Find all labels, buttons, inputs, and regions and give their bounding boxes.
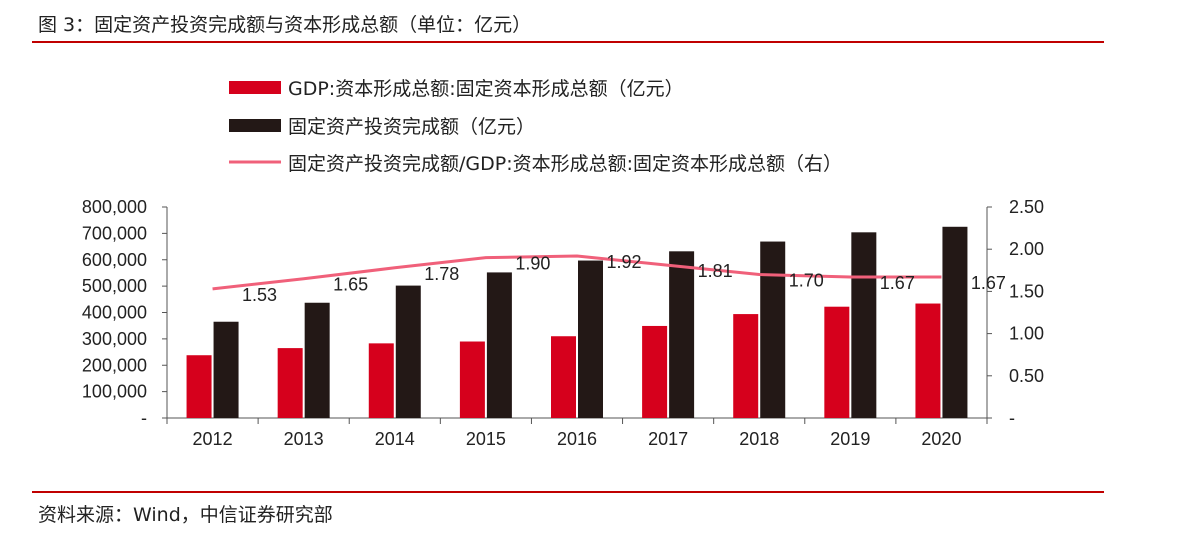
right-tick-label: 0.50 — [1009, 366, 1044, 386]
x-tick-label: 2018 — [739, 429, 779, 449]
ratio-data-label: 1.92 — [606, 252, 641, 272]
legend-label-ratio: 固定资产投资完成额/GDP:资本形成总额:固定资本形成总额（右） — [288, 153, 842, 175]
source-note: 资料来源：Wind，中信证券研究部 — [38, 504, 333, 526]
ratio-data-label: 1.53 — [242, 285, 277, 305]
bar-fai — [942, 226, 968, 418]
bar-fai — [760, 241, 786, 418]
left-tick-label: 400,000 — [82, 303, 147, 323]
left-tick-label: 100,000 — [82, 382, 147, 402]
bar-fai — [213, 321, 239, 418]
bar-fai — [304, 302, 330, 418]
ratio-data-label: 1.90 — [515, 254, 550, 274]
bar-fixed-capital — [642, 325, 668, 418]
x-tick-label: 2015 — [466, 429, 506, 449]
figure-title: 图 3：固定资产投资完成额与资本形成总额（单位：亿元） — [38, 14, 532, 36]
ratio-data-label: 1.67 — [880, 273, 915, 293]
legend: GDP:资本形成总额:固定资本形成总额（亿元） 固定资产投资完成额（亿元） 固定… — [229, 78, 842, 175]
left-tick-label: 600,000 — [82, 250, 147, 270]
legend-swatch-fixed-capital — [229, 81, 281, 94]
ratio-line — [212, 254, 942, 291]
bar-fixed-capital — [277, 348, 303, 418]
ratio-data-label: 1.81 — [698, 261, 733, 281]
legend-label-fixed-capital: GDP:资本形成总额:固定资本形成总额（亿元） — [288, 78, 684, 100]
bar-fai — [851, 232, 877, 418]
bar-fixed-capital — [915, 303, 941, 418]
bar-fai — [669, 251, 695, 418]
right-tick-label: - — [1009, 408, 1015, 428]
bar-fixed-capital — [733, 314, 759, 418]
bar-fixed-capital — [551, 336, 576, 418]
legend-swatch-fai — [229, 119, 281, 132]
bar-fai — [486, 272, 512, 418]
x-tick-label: 2017 — [648, 429, 688, 449]
left-tick-label: 800,000 — [82, 197, 147, 217]
x-tick-label: 2016 — [557, 429, 597, 449]
source-rule — [32, 491, 1104, 493]
bar-fai — [395, 285, 421, 418]
bar-fixed-capital — [186, 355, 212, 418]
ratio-data-label: 1.78 — [424, 264, 459, 284]
plot-area: - 100,000 200,000 300,000 400,000 500,000 600,… — [82, 197, 1044, 449]
ratio-data-label: 1.70 — [789, 271, 824, 291]
x-tick-label: 2019 — [830, 429, 870, 449]
left-tick-label: - — [141, 408, 147, 428]
bar-fai — [578, 260, 603, 418]
x-tick-label: 2013 — [284, 429, 324, 449]
left-tick-label: 500,000 — [82, 276, 147, 296]
left-tick-label: 700,000 — [82, 223, 147, 243]
right-tick-label: 2.00 — [1009, 239, 1044, 259]
title-rule — [32, 41, 1104, 43]
right-tick-label: 1.50 — [1009, 281, 1044, 301]
bar-fixed-capital — [824, 306, 850, 418]
x-tick-label: 2020 — [921, 429, 961, 449]
right-tick-label: 1.00 — [1009, 324, 1044, 344]
left-tick-label: 200,000 — [82, 355, 147, 375]
left-tick-label: 300,000 — [82, 329, 147, 349]
ratio-data-label: 1.67 — [971, 273, 1006, 293]
x-tick-label: 2012 — [193, 429, 233, 449]
bar-fixed-capital — [368, 343, 394, 418]
right-tick-label: 2.50 — [1009, 197, 1044, 217]
legend-label-fai: 固定资产投资完成额（亿元） — [288, 116, 535, 138]
bar-fixed-capital — [459, 341, 485, 418]
x-tick-label: 2014 — [375, 429, 415, 449]
ratio-data-label: 1.65 — [333, 275, 368, 295]
